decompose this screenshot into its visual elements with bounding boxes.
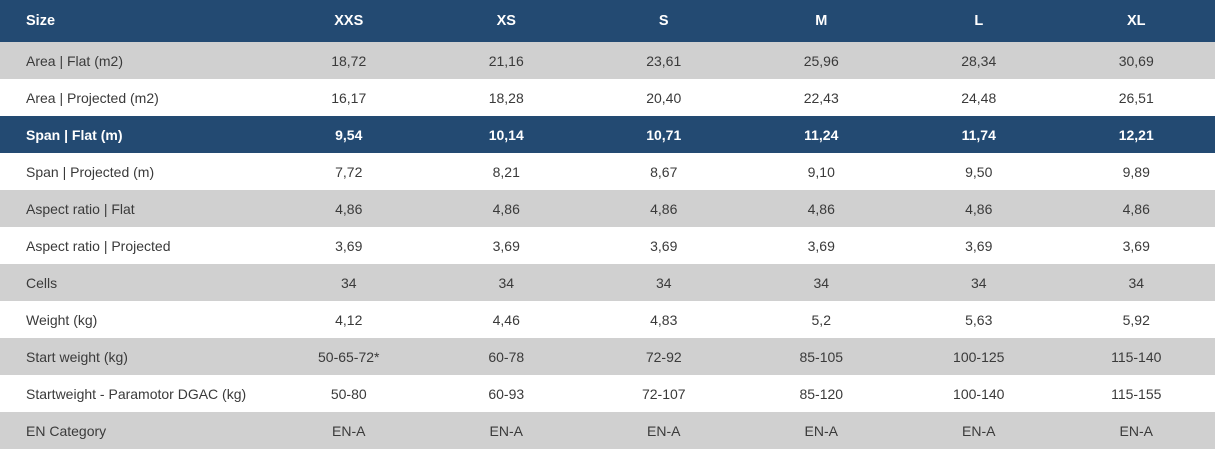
cell-value: 20,40 [585, 79, 743, 116]
cell-value: 4,83 [585, 301, 743, 338]
cell-value: 9,50 [900, 153, 1058, 190]
row-label: Span | Projected (m) [0, 153, 270, 190]
cell-value: 5,92 [1058, 301, 1215, 338]
cell-value: 72-107 [585, 375, 743, 412]
cell-value: 3,69 [428, 227, 586, 264]
header-size-s: S [585, 0, 743, 42]
cell-value: 3,69 [900, 227, 1058, 264]
cell-value: 5,2 [743, 301, 901, 338]
cell-value: EN-A [1058, 412, 1215, 449]
row-startweight-paramotor: Startweight - Paramotor DGAC (kg) 50-80 … [0, 375, 1215, 412]
row-span-flat: Span | Flat (m) 9,54 10,14 10,71 11,24 1… [0, 116, 1215, 153]
header-row: Size XXS XS S M L XL [0, 0, 1215, 42]
cell-value: 4,86 [1058, 190, 1215, 227]
cell-value: 115-140 [1058, 338, 1215, 375]
cell-value: 30,69 [1058, 42, 1215, 79]
cell-value: 12,21 [1058, 116, 1215, 153]
cell-value: 3,69 [743, 227, 901, 264]
cell-value: 18,72 [270, 42, 428, 79]
cell-value: EN-A [900, 412, 1058, 449]
cell-value: 9,54 [270, 116, 428, 153]
cell-value: 34 [585, 264, 743, 301]
cell-value: 11,74 [900, 116, 1058, 153]
cell-value: 10,71 [585, 116, 743, 153]
row-cells: Cells 34 34 34 34 34 34 [0, 264, 1215, 301]
row-label: Cells [0, 264, 270, 301]
cell-value: 100-125 [900, 338, 1058, 375]
cell-value: 100-140 [900, 375, 1058, 412]
header-size-label: Size [0, 0, 270, 42]
cell-value: 115-155 [1058, 375, 1215, 412]
row-label: Start weight (kg) [0, 338, 270, 375]
cell-value: 85-120 [743, 375, 901, 412]
row-label: Area | Flat (m2) [0, 42, 270, 79]
cell-value: 21,16 [428, 42, 586, 79]
cell-value: 22,43 [743, 79, 901, 116]
cell-value: EN-A [428, 412, 586, 449]
cell-value: 8,67 [585, 153, 743, 190]
row-label: EN Category [0, 412, 270, 449]
cell-value: 4,86 [743, 190, 901, 227]
row-label: Aspect ratio | Projected [0, 227, 270, 264]
cell-value: 10,14 [428, 116, 586, 153]
cell-value: 3,69 [270, 227, 428, 264]
cell-value: 11,24 [743, 116, 901, 153]
cell-value: 50-65-72* [270, 338, 428, 375]
cell-value: 34 [1058, 264, 1215, 301]
cell-value: 3,69 [585, 227, 743, 264]
row-label: Span | Flat (m) [0, 116, 270, 153]
header-size-l: L [900, 0, 1058, 42]
cell-value: EN-A [270, 412, 428, 449]
row-weight: Weight (kg) 4,12 4,46 4,83 5,2 5,63 5,92 [0, 301, 1215, 338]
cell-value: 60-93 [428, 375, 586, 412]
cell-value: 9,89 [1058, 153, 1215, 190]
row-start-weight: Start weight (kg) 50-65-72* 60-78 72-92 … [0, 338, 1215, 375]
cell-value: 23,61 [585, 42, 743, 79]
cell-value: 9,10 [743, 153, 901, 190]
row-span-projected: Span | Projected (m) 7,72 8,21 8,67 9,10… [0, 153, 1215, 190]
row-label: Startweight - Paramotor DGAC (kg) [0, 375, 270, 412]
cell-value: 34 [743, 264, 901, 301]
cell-value: 25,96 [743, 42, 901, 79]
cell-value: 50-80 [270, 375, 428, 412]
row-label: Area | Projected (m2) [0, 79, 270, 116]
cell-value: 34 [900, 264, 1058, 301]
cell-value: 4,86 [428, 190, 586, 227]
cell-value: 8,21 [428, 153, 586, 190]
cell-value: 5,63 [900, 301, 1058, 338]
cell-value: 4,86 [900, 190, 1058, 227]
cell-value: 34 [270, 264, 428, 301]
cell-value: 60-78 [428, 338, 586, 375]
cell-value: 4,86 [585, 190, 743, 227]
cell-value: 4,46 [428, 301, 586, 338]
header-size-xl: XL [1058, 0, 1215, 42]
cell-value: 85-105 [743, 338, 901, 375]
cell-value: 4,12 [270, 301, 428, 338]
cell-value: 16,17 [270, 79, 428, 116]
row-aspect-ratio-projected: Aspect ratio | Projected 3,69 3,69 3,69 … [0, 227, 1215, 264]
cell-value: EN-A [585, 412, 743, 449]
header-size-xs: XS [428, 0, 586, 42]
cell-value: 26,51 [1058, 79, 1215, 116]
header-size-m: M [743, 0, 901, 42]
cell-value: 7,72 [270, 153, 428, 190]
cell-value: 28,34 [900, 42, 1058, 79]
cell-value: 72-92 [585, 338, 743, 375]
row-area-flat: Area | Flat (m2) 18,72 21,16 23,61 25,96… [0, 42, 1215, 79]
header-size-xxs: XXS [270, 0, 428, 42]
row-label: Aspect ratio | Flat [0, 190, 270, 227]
cell-value: 34 [428, 264, 586, 301]
row-area-projected: Area | Projected (m2) 16,17 18,28 20,40 … [0, 79, 1215, 116]
cell-value: 24,48 [900, 79, 1058, 116]
row-label: Weight (kg) [0, 301, 270, 338]
cell-value: 18,28 [428, 79, 586, 116]
row-en-category: EN Category EN-A EN-A EN-A EN-A EN-A EN-… [0, 412, 1215, 449]
cell-value: 3,69 [1058, 227, 1215, 264]
cell-value: 4,86 [270, 190, 428, 227]
row-aspect-ratio-flat: Aspect ratio | Flat 4,86 4,86 4,86 4,86 … [0, 190, 1215, 227]
cell-value: EN-A [743, 412, 901, 449]
